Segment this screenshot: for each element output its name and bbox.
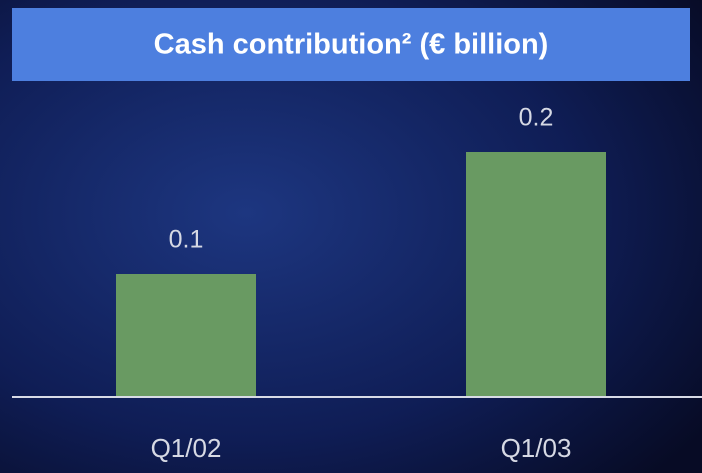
chart-title: Cash contribution² (€ billion): [154, 29, 549, 61]
x-tick-label: Q1/03: [501, 433, 572, 463]
x-tick-label: Q1/02: [151, 433, 222, 463]
value-label: 0.2: [519, 104, 554, 132]
bar: [116, 274, 256, 396]
title-bar: [12, 8, 690, 81]
value-label: 0.1: [169, 226, 204, 254]
bar: [466, 152, 606, 396]
